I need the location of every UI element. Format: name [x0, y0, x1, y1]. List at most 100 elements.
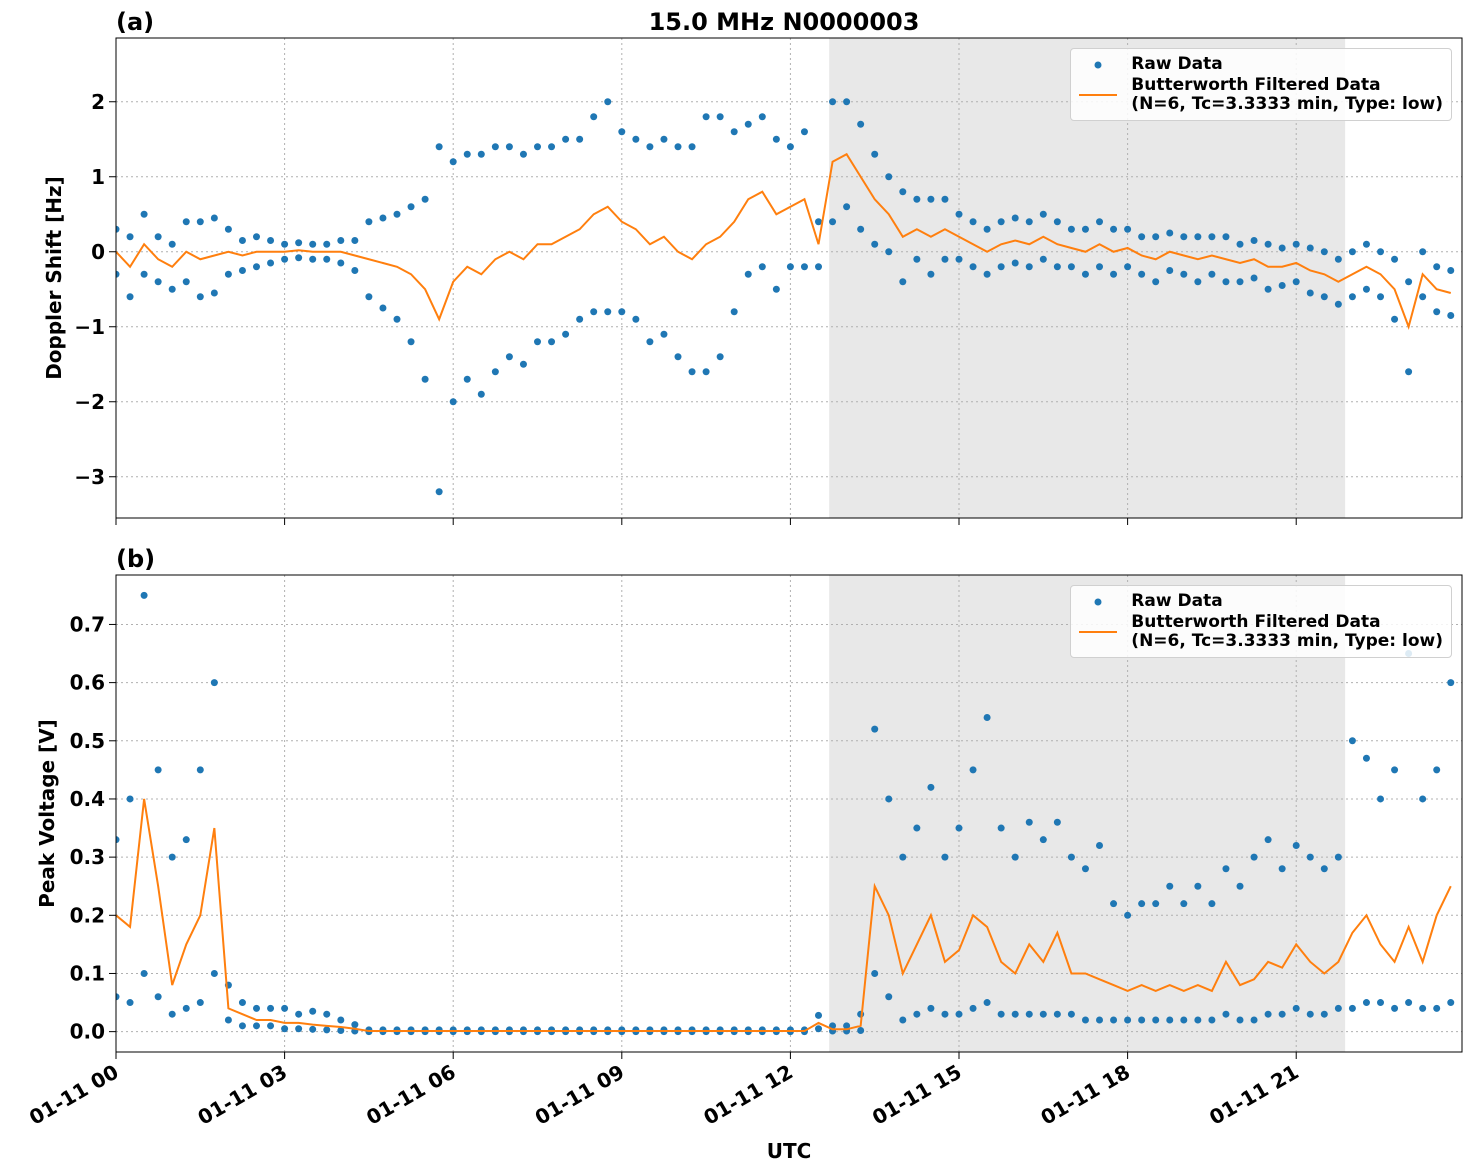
- raw-data-point: [815, 1025, 823, 1033]
- raw-data-point: [702, 368, 710, 376]
- raw-data-point: [955, 255, 963, 263]
- raw-data-point: [1433, 308, 1441, 316]
- raw-data-point: [1348, 737, 1356, 745]
- raw-data-point: [1264, 285, 1272, 293]
- raw-data-point: [1362, 285, 1370, 293]
- raw-data-point: [519, 150, 527, 158]
- raw-data-point: [927, 195, 935, 203]
- raw-data-point: [1250, 1016, 1258, 1024]
- raw-data-point: [1278, 865, 1286, 873]
- raw-data-point: [1292, 278, 1300, 286]
- raw-data-point: [1236, 882, 1244, 890]
- raw-data-point: [435, 488, 443, 496]
- raw-data-point: [899, 188, 907, 196]
- legend-entry: Butterworth Filtered Data (N=6, Tc=3.333…: [1079, 613, 1443, 651]
- y-tick-label: 1: [91, 165, 105, 189]
- raw-data-point: [1124, 263, 1132, 271]
- raw-data-point: [1011, 259, 1019, 267]
- raw-data-point: [1236, 278, 1244, 286]
- raw-data-point: [281, 1004, 289, 1012]
- raw-data-point: [702, 113, 710, 121]
- raw-data-point: [1306, 853, 1314, 861]
- raw-data-point: [1362, 240, 1370, 248]
- raw-data-point: [857, 1026, 865, 1034]
- raw-data-point: [154, 766, 162, 774]
- raw-data-point: [295, 239, 303, 247]
- raw-data-point: [1138, 270, 1146, 278]
- raw-data-point: [1011, 1010, 1019, 1018]
- raw-data-point: [1250, 274, 1258, 282]
- raw-data-point: [1447, 267, 1455, 274]
- raw-data-point: [1292, 1004, 1300, 1012]
- y-tick-label: −1: [74, 315, 105, 339]
- raw-data-point: [1362, 999, 1370, 1007]
- raw-data-point: [1194, 233, 1202, 241]
- raw-data-point: [983, 999, 991, 1007]
- legend-dot: [1094, 61, 1102, 68]
- raw-data-point: [1152, 900, 1160, 908]
- raw-data-point: [1320, 865, 1328, 873]
- raw-data-point: [196, 293, 204, 301]
- raw-data-point: [267, 259, 275, 267]
- raw-data-point: [1264, 836, 1272, 844]
- raw-data-point: [337, 1026, 345, 1034]
- raw-data-point: [969, 218, 977, 226]
- x-tick-label: 01-11 15: [868, 1060, 966, 1130]
- raw-data-point: [491, 143, 499, 151]
- raw-data-point: [1362, 754, 1370, 762]
- legend-marker: [1079, 94, 1118, 96]
- raw-data-point: [1025, 218, 1033, 226]
- raw-data-point: [1194, 1016, 1202, 1024]
- raw-data-point: [1391, 255, 1399, 263]
- raw-data-point: [267, 1004, 275, 1012]
- raw-data-point: [1334, 300, 1342, 308]
- filtered-line: [116, 798, 1452, 1033]
- raw-data-point: [1025, 263, 1033, 271]
- raw-data-point: [505, 353, 513, 361]
- raw-data-point: [800, 263, 808, 271]
- raw-data-point: [1320, 1010, 1328, 1018]
- raw-data-point: [969, 766, 977, 774]
- y-tick-label: −2: [74, 390, 105, 414]
- raw-data-point: [281, 255, 289, 263]
- raw-data-point: [1278, 244, 1286, 252]
- raw-data-point: [941, 1010, 949, 1018]
- raw-data-point: [1053, 818, 1061, 826]
- raw-data-point: [800, 128, 808, 136]
- raw-data-point: [1320, 293, 1328, 301]
- raw-data-point: [1152, 233, 1160, 241]
- raw-data-point: [1306, 289, 1314, 297]
- raw-data-point: [1348, 293, 1356, 301]
- raw-data-point: [519, 360, 527, 368]
- raw-data-point: [210, 679, 218, 687]
- x-tick-label: 01-11 18: [1037, 1060, 1135, 1130]
- raw-data-point: [1278, 1010, 1286, 1018]
- x-tick-label: 01-11 12: [699, 1060, 797, 1130]
- raw-data-point: [997, 1010, 1005, 1018]
- raw-data-point: [534, 338, 542, 346]
- raw-data-point: [618, 308, 626, 316]
- raw-data-point: [1419, 293, 1427, 301]
- raw-data-point: [126, 293, 134, 301]
- raw-data-point: [1166, 1016, 1174, 1024]
- raw-data-point: [1348, 1004, 1356, 1012]
- raw-data-point: [116, 993, 120, 1001]
- raw-data-point: [1081, 865, 1089, 873]
- raw-data-point: [168, 285, 176, 293]
- raw-data-point: [1250, 853, 1258, 861]
- raw-data-point: [126, 999, 134, 1007]
- raw-data-point: [899, 853, 907, 861]
- raw-data-point: [1292, 841, 1300, 849]
- raw-data-point: [116, 225, 120, 233]
- raw-data-point: [1208, 233, 1216, 241]
- raw-data-point: [379, 214, 387, 222]
- raw-data-point: [309, 240, 317, 248]
- raw-data-point: [1138, 1016, 1146, 1024]
- raw-data-point: [1166, 882, 1174, 890]
- raw-data-point: [1096, 263, 1104, 271]
- raw-data-point: [281, 240, 289, 248]
- raw-data-point: [238, 267, 246, 274]
- raw-data-point: [224, 225, 232, 233]
- raw-data-point: [604, 98, 612, 106]
- raw-data-point: [1166, 229, 1174, 237]
